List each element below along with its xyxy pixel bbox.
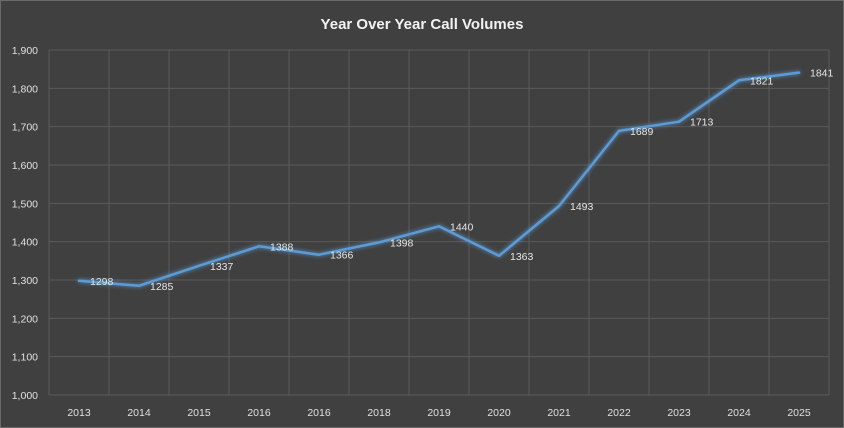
gridlines bbox=[48, 49, 830, 396]
x-tick-label: 2019 bbox=[427, 407, 451, 419]
x-tick-label: 2022 bbox=[607, 407, 631, 419]
x-tick-label: 2016 bbox=[307, 407, 331, 419]
data-label: 1363 bbox=[510, 251, 534, 263]
data-point bbox=[557, 204, 561, 208]
data-label: 1841 bbox=[810, 68, 834, 80]
chart-title: Year Over Year Call Volumes bbox=[321, 16, 524, 33]
y-tick-label: 1,600 bbox=[12, 160, 38, 172]
y-tick-label: 1,400 bbox=[12, 237, 38, 249]
y-tick-label: 1,700 bbox=[12, 122, 38, 134]
y-tick-label: 1,200 bbox=[12, 313, 38, 325]
data-label: 1398 bbox=[390, 237, 414, 249]
data-point bbox=[377, 241, 381, 244]
data-labels: 1298 1285 1337 1388 1366 1398 1440 1363 1493 1689… bbox=[90, 68, 834, 293]
x-tick-label: 2014 bbox=[127, 407, 151, 419]
data-point bbox=[317, 253, 321, 256]
series-call-volumes bbox=[77, 71, 801, 288]
y-tick-label: 1,300 bbox=[12, 275, 38, 287]
data-point bbox=[77, 279, 81, 282]
data-label: 1388 bbox=[270, 241, 294, 253]
x-tick-label: 2020 bbox=[487, 407, 511, 419]
data-point bbox=[677, 120, 681, 123]
y-tick-label: 1,100 bbox=[12, 352, 38, 364]
data-label: 1713 bbox=[690, 117, 714, 129]
x-tick-label: 2021 bbox=[547, 407, 571, 419]
data-label: 1440 bbox=[450, 221, 474, 233]
data-point bbox=[797, 71, 801, 74]
x-tick-label: 2015 bbox=[187, 407, 211, 419]
data-point bbox=[497, 254, 501, 258]
y-tick-label: 1,800 bbox=[12, 83, 38, 95]
y-tick-label: 1,500 bbox=[12, 198, 38, 210]
x-tick-label: 2013 bbox=[67, 407, 91, 419]
data-label: 1337 bbox=[210, 261, 234, 273]
series-line bbox=[77, 71, 801, 288]
y-tick-label: 1,900 bbox=[12, 45, 38, 57]
x-tick-label: 2024 bbox=[727, 407, 751, 419]
x-tick-label: 2016 bbox=[247, 407, 271, 419]
data-label: 1493 bbox=[570, 201, 594, 213]
data-point bbox=[137, 284, 141, 287]
data-label: 1821 bbox=[750, 75, 774, 87]
data-label: 1366 bbox=[330, 250, 354, 262]
data-label: 1298 bbox=[90, 276, 114, 288]
x-tick-label: 2023 bbox=[667, 407, 691, 419]
data-point bbox=[437, 225, 441, 228]
x-tick-label: 2025 bbox=[787, 407, 811, 419]
data-point bbox=[257, 245, 261, 248]
x-tick-label: 2018 bbox=[367, 407, 391, 419]
data-point bbox=[197, 264, 201, 268]
data-label: 1285 bbox=[150, 281, 174, 293]
data-label: 1689 bbox=[630, 126, 654, 138]
axis-labels: 1,000 1,100 1,200 1,300 1,400 1,500 1,600 1,700… bbox=[12, 45, 811, 419]
y-tick-label: 1,000 bbox=[12, 390, 38, 402]
data-point bbox=[737, 79, 741, 82]
data-point bbox=[617, 129, 621, 133]
